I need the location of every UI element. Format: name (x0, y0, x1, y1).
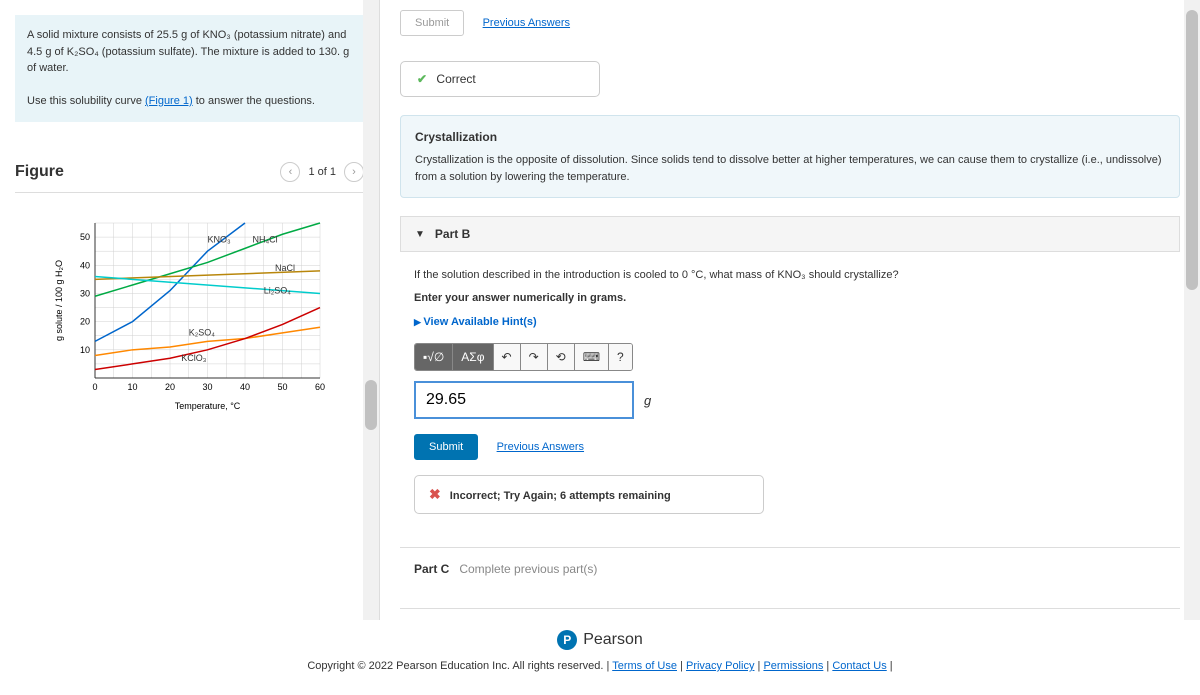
svg-text:K₂SO₄: K₂SO₄ (188, 327, 215, 337)
svg-text:KClO₃: KClO₃ (181, 353, 207, 363)
svg-text:g solute / 100 g H₂O: g solute / 100 g H₂O (54, 259, 64, 340)
correct-feedback: ✔ Correct (400, 61, 600, 97)
intro-text: A solid mixture consists of 25.5 g of KN… (27, 29, 349, 74)
svg-text:Temperature, °C: Temperature, °C (174, 401, 240, 411)
figure-pager: ‹ 1 of 1 › (280, 162, 364, 182)
previous-answers-link-b[interactable]: Previous Answers (497, 441, 584, 453)
correct-label: Correct (436, 72, 475, 86)
solubility-chart: 0 10 20 30 40 50 60 10 20 30 40 50 KNO₃ NH₄Cl NaCl Li₂S… (50, 213, 330, 413)
toolbar-reset-icon[interactable]: ⟲ (548, 344, 575, 370)
svg-text:30: 30 (202, 382, 212, 392)
answer-unit: g (644, 393, 651, 408)
footer-link-permissions[interactable]: Permissions (763, 660, 823, 672)
answer-toolbar: ▪√∅ ΑΣφ ↶ ↷ ⟲ ⌨ ? (414, 343, 633, 371)
part-b-question: If the solution described in the introdu… (414, 267, 1166, 284)
svg-text:NaCl: NaCl (275, 262, 295, 272)
incorrect-feedback: ✖ Incorrect; Try Again; 6 attempts remai… (414, 475, 764, 514)
toolbar-template-icon[interactable]: ▪√∅ (415, 344, 453, 370)
pager-prev[interactable]: ‹ (280, 162, 300, 182)
left-scrollbar[interactable] (363, 0, 379, 620)
intro-box: A solid mixture consists of 25.5 g of KN… (15, 15, 364, 122)
figure-title: Figure (15, 163, 64, 181)
feedback-text: Incorrect; Try Again; 6 attempts remaini… (450, 490, 671, 502)
pager-text: 1 of 1 (308, 166, 336, 178)
submit-button-top: Submit (400, 10, 464, 36)
caret-down-icon: ▼ (415, 229, 425, 240)
part-c-text: Complete previous part(s) (459, 562, 597, 576)
svg-text:10: 10 (79, 344, 89, 354)
part-b-header[interactable]: ▼ Part B (400, 216, 1180, 252)
part-b-instruction: Enter your answer numerically in grams. (414, 290, 1166, 307)
footer: P Pearson Copyright © 2022 Pearson Educa… (0, 620, 1200, 692)
toolbar-undo-icon[interactable]: ↶ (494, 344, 521, 370)
intro-text3: to answer the questions. (196, 95, 315, 107)
pearson-logo: P Pearson (0, 630, 1200, 650)
pager-next[interactable]: › (344, 162, 364, 182)
svg-text:20: 20 (79, 316, 89, 326)
crystallization-info: Crystallization Crystallization is the o… (400, 115, 1180, 198)
svg-text:0: 0 (92, 382, 97, 392)
check-icon: ✔ (417, 72, 427, 86)
svg-text:20: 20 (164, 382, 174, 392)
svg-text:KNO₃: KNO₃ (207, 234, 231, 244)
part-d-header[interactable]: ▼ Part D ✔ (400, 608, 1180, 620)
toolbar-help-icon[interactable]: ? (609, 344, 632, 370)
footer-link-contact[interactable]: Contact Us (832, 660, 886, 672)
svg-text:30: 30 (79, 288, 89, 298)
svg-text:10: 10 (127, 382, 137, 392)
part-c-label: Part C (414, 562, 449, 576)
toolbar-redo-icon[interactable]: ↷ (521, 344, 548, 370)
crystallization-text: Crystallization is the opposite of disso… (415, 152, 1165, 185)
part-c-row: Part C Complete previous part(s) (400, 547, 1180, 590)
svg-text:40: 40 (79, 260, 89, 270)
hints-link-b[interactable]: View Available Hint(s) (414, 316, 1166, 328)
previous-answers-link-top[interactable]: Previous Answers (483, 17, 570, 29)
svg-text:NH₄Cl: NH₄Cl (252, 234, 277, 244)
toolbar-greek[interactable]: ΑΣφ (453, 344, 493, 370)
pearson-text: Pearson (583, 631, 643, 649)
part-b-title: Part B (435, 227, 470, 241)
svg-text:50: 50 (277, 382, 287, 392)
footer-link-privacy[interactable]: Privacy Policy (686, 660, 754, 672)
pearson-p-icon: P (557, 630, 577, 650)
footer-link-terms[interactable]: Terms of Use (612, 660, 677, 672)
answer-input[interactable] (414, 381, 634, 419)
right-scrollbar[interactable] (1184, 0, 1200, 620)
crystallization-title: Crystallization (415, 128, 1165, 146)
svg-text:50: 50 (79, 232, 89, 242)
submit-button-b[interactable]: Submit (414, 434, 478, 460)
toolbar-keyboard-icon[interactable]: ⌨ (575, 344, 609, 370)
part-d-check-icon: ✔ (1154, 619, 1166, 620)
x-icon: ✖ (429, 486, 441, 502)
svg-text:Li₂SO₄: Li₂SO₄ (263, 285, 291, 295)
figure-link[interactable]: (Figure 1) (145, 95, 193, 107)
svg-text:60: 60 (314, 382, 324, 392)
copyright: Copyright © 2022 Pearson Education Inc. … (307, 660, 603, 672)
intro-text2: Use this solubility curve (27, 95, 145, 107)
svg-text:40: 40 (239, 382, 249, 392)
